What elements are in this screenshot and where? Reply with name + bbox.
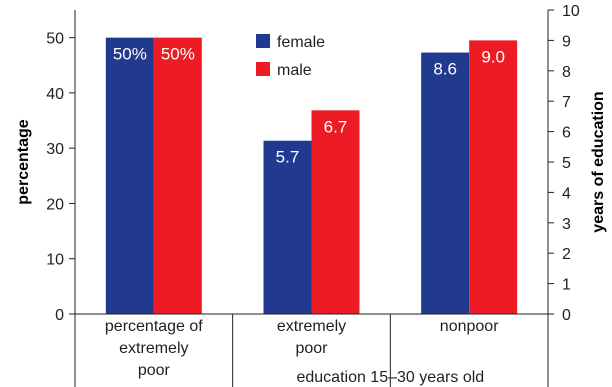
group-label: education 15–30 years old [296, 369, 484, 386]
category-label: poor [295, 340, 328, 357]
right-y-axis: 0 1 2 3 4 5 6 7 8 9 10 years of education [547, 3, 607, 324]
right-tick-label: 8 [562, 64, 571, 81]
category-label: extremely [277, 318, 346, 335]
data-label: 50% [113, 45, 147, 64]
left-tick-label: 10 [46, 252, 64, 269]
legend-swatch-male [256, 62, 270, 76]
right-tick-label: 9 [562, 33, 571, 50]
left-tick-label: 40 [46, 86, 64, 103]
bars-group: 50% 50% 5.7 6.7 8.6 9.0 [105, 37, 518, 315]
right-axis-title: years of education [590, 91, 607, 232]
right-tick-label: 4 [562, 185, 571, 202]
category-label: percentage of [105, 318, 203, 335]
right-tick-label: 10 [562, 3, 580, 20]
left-tick-label: 20 [46, 196, 64, 213]
data-label: 5.7 [276, 148, 300, 167]
bar-female [421, 52, 470, 315]
right-tick-label: 0 [562, 307, 571, 324]
right-tick-label: 5 [562, 155, 571, 172]
bar-female [263, 140, 312, 314]
left-y-axis: 0 10 20 30 40 50 percentage [15, 10, 76, 324]
bar-male [311, 110, 360, 314]
left-tick-label: 30 [46, 141, 64, 158]
legend-label-male: male [277, 62, 312, 79]
category-label: extremely [119, 340, 188, 357]
category-label: nonpoor [440, 318, 499, 335]
left-tick-label: 50 [46, 31, 64, 48]
right-tick-label: 3 [562, 216, 571, 233]
data-label: 6.7 [324, 117, 348, 136]
category-labels: percentage of extremely poor extremely poor n… [74, 313, 549, 387]
data-label: 8.6 [433, 60, 457, 79]
bar-male [153, 37, 202, 315]
legend-label-female: female [277, 34, 325, 51]
right-tick-label: 7 [562, 94, 571, 111]
left-axis-title: percentage [15, 119, 32, 204]
right-tick-label: 1 [562, 277, 571, 294]
data-label: 50% [161, 45, 195, 64]
legend: female male [256, 34, 325, 79]
category-label: poor [138, 362, 171, 379]
right-tick-label: 6 [562, 125, 571, 142]
bar-female [105, 37, 154, 315]
left-tick-label: 0 [55, 307, 64, 324]
bar-male [469, 40, 518, 315]
legend-swatch-female [256, 34, 270, 48]
data-label: 9.0 [481, 47, 505, 66]
right-tick-label: 2 [562, 246, 571, 263]
